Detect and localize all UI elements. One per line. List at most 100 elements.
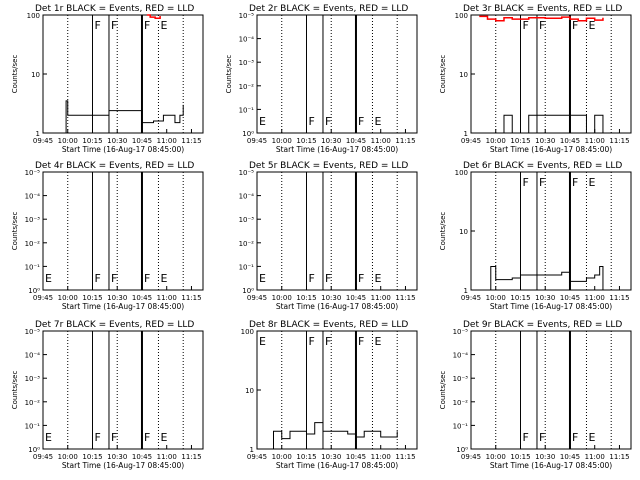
chart-title: Det 8r BLACK = Events, RED = LLD [249,320,408,330]
x-tick-label: 10:45 [346,294,366,302]
y-tick-label: 10⁻⁴ [239,193,255,201]
y-tick-label: 10⁻⁵ [453,328,469,336]
chart-title: Det 1r BLACK = Events, RED = LLD [35,4,194,14]
marker-label: E [160,431,167,444]
x-tick-label: 10:00 [486,137,506,145]
x-axis-label: Start Time (16-Aug-17 08:45:00) [490,302,612,311]
x-tick-label: 11:00 [585,137,605,145]
y-tick-label: 10 [245,387,254,395]
x-tick-label: 10:30 [321,137,341,145]
y-tick-label: 10⁻² [25,240,41,248]
x-tick-label: 11:00 [371,137,391,145]
x-axis-label: Start Time (16-Aug-17 08:45:00) [62,145,184,154]
x-tick-label: 10:00 [272,137,292,145]
x-tick-label: 10:00 [272,294,292,302]
marker-label: F [522,176,528,189]
x-tick-label: 10:15 [510,294,530,302]
y-tick-label: 10⁰ [28,446,40,454]
marker-label: F [325,115,331,128]
x-tick-label: 10:30 [535,137,555,145]
marker-label: F [94,272,100,285]
x-tick-label: 09:45 [33,453,53,461]
marker-label: F [308,115,314,128]
y-tick-label: 10 [459,228,468,236]
series-line-lld [146,14,161,20]
x-tick-label: 10:15 [510,453,530,461]
y-tick-label: 10⁻³ [239,216,255,224]
x-tick-label: 09:45 [461,137,481,145]
marker-label: E [374,272,381,285]
marker-label: F [572,19,578,32]
x-axis-label: Start Time (16-Aug-17 08:45:00) [276,145,398,154]
marker-label: F [572,176,578,189]
x-tick-label: 11:15 [395,294,415,302]
x-tick-label: 11:15 [181,294,201,302]
chart-panel-5: Det 5r BLACK = Events, RED = LLD 10⁰ 10⁻¹ 1… [239,161,418,311]
y-tick-label: 100 [241,328,254,336]
x-tick-label: 10:15 [510,137,530,145]
x-tick-label: 10:45 [132,453,152,461]
x-tick-label: 10:45 [346,137,366,145]
chart-panel-6: Det 6r BLACK = Events, RED = LLD 1 10 100 Co… [439,161,632,311]
chart-title: Det 5r BLACK = Events, RED = LLD [249,161,408,171]
x-tick-label: 10:00 [58,294,78,302]
y-axis-label: Counts/sec [439,55,447,94]
x-tick-label: 09:45 [247,294,267,302]
chart-panel-8: Det 8r BLACK = Events, RED = LLD 1 10 100 09… [241,320,418,470]
chart-title: Det 3r BLACK = Events, RED = LLD [463,4,622,14]
y-tick-label: 10⁻² [239,83,255,91]
y-tick-label: 10⁰ [28,287,40,295]
marker-label: F [144,431,150,444]
marker-label: F [522,19,528,32]
x-tick-label: 09:45 [247,137,267,145]
marker-label: F [325,272,331,285]
y-tick-label: 10⁻¹ [25,422,41,430]
chart-panel-3: Det 3r BLACK = Events, RED = LLD 1 10 100 Co… [439,4,632,154]
x-tick-label: 10:00 [58,453,78,461]
chart-panel-1: Det 1r BLACK = Events, RED = LLD 1 10 100 Co… [11,4,204,154]
y-tick-label: 10⁻⁵ [25,328,41,336]
y-tick-label: 10⁰ [242,287,254,295]
y-tick-label: 1 [464,287,468,295]
marker-label: F [358,115,364,128]
marker-label: F [539,431,545,444]
y-axis-label: Counts/sec [439,212,447,251]
x-tick-label: 09:45 [33,294,53,302]
x-tick-label: 11:00 [585,453,605,461]
y-tick-label: 10⁻¹ [453,422,469,430]
chart-title: Det 4r BLACK = Events, RED = LLD [35,161,194,171]
x-tick-label: 10:30 [321,453,341,461]
x-tick-label: 10:45 [132,137,152,145]
x-tick-label: 10:15 [296,453,316,461]
x-axis-label: Start Time (16-Aug-17 08:45:00) [490,145,612,154]
y-axis-label: Counts/sec [11,55,19,94]
series-line-events [257,422,398,450]
x-axis-label: Start Time (16-Aug-17 08:45:00) [62,302,184,311]
x-tick-label: 10:45 [560,137,580,145]
x-tick-label: 11:00 [585,294,605,302]
y-tick-label: 10⁻⁴ [453,352,469,360]
y-tick-label: 10⁻² [453,399,469,407]
marker-label: F [522,431,528,444]
x-tick-label: 10:15 [296,137,316,145]
chart-panel-9: Det 9r BLACK = Events, RED = LLD 10⁰ 10⁻¹ 1… [439,320,632,470]
plot-frame [470,330,632,450]
x-tick-label: 11:15 [609,453,629,461]
marker-label: F [144,272,150,285]
y-tick-label: 10⁻⁴ [239,36,255,44]
y-tick-label: 10⁻² [25,399,41,407]
marker-label: F [308,335,314,348]
marker-label: E [45,272,52,285]
marker-label: F [94,19,100,32]
marker-label: E [259,335,266,348]
y-tick-label: 10⁻⁵ [239,12,255,20]
x-axis-label: Start Time (16-Aug-17 08:45:00) [276,461,398,470]
y-axis-label: Counts/sec [11,212,19,251]
marker-label: F [94,431,100,444]
y-tick-label: 10⁰ [242,130,254,138]
marker-label: E [45,431,52,444]
x-tick-label: 10:30 [107,137,127,145]
marker-label: E [588,19,595,32]
y-tick-label: 100 [455,12,468,20]
y-tick-label: 10 [31,71,40,79]
